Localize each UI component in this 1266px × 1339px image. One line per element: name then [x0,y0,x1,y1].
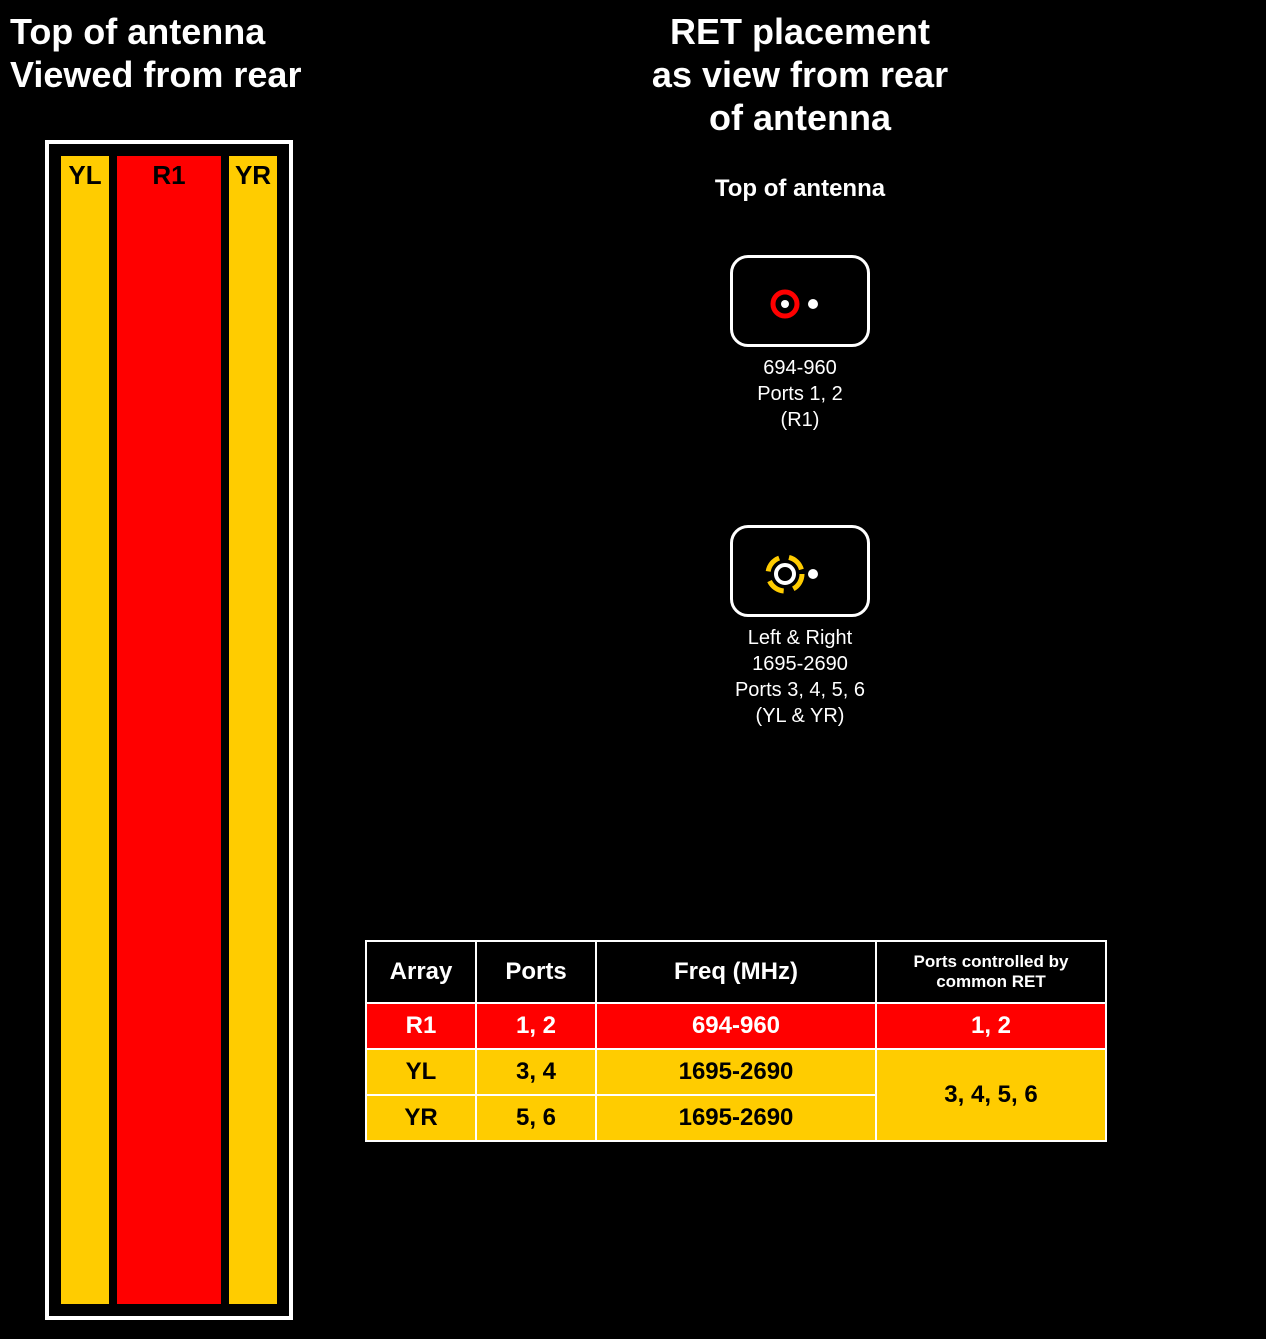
cell-ret: 1, 2 [876,1003,1106,1049]
ret2-line3: Ports 3, 4, 5, 6 [650,677,950,703]
table-row: YL 3, 4 1695-2690 3, 4, 5, 6 [366,1049,1106,1095]
right-title-line1: RET placement [550,10,1050,53]
right-subtitle: Top of antenna [550,175,1050,203]
th-ret: Ports controlled by common RET [876,941,1106,1003]
antenna-rear-view: YL R1 YR [45,140,293,1320]
ret2-line1: Left & Right [650,625,950,651]
spec-table: Array Ports Freq (MHz) Ports controlled … [365,940,1107,1142]
cell-freq: 1695-2690 [596,1049,876,1095]
ret1-line2: Ports 1, 2 [650,381,950,407]
cell-ret-merged: 3, 4, 5, 6 [876,1049,1106,1141]
ret1-line1: 694-960 [650,355,950,381]
th-ports: Ports [476,941,596,1003]
ret1-line3: (R1) [650,407,950,433]
cell-ports: 1, 2 [476,1003,596,1049]
ret-module-2 [730,525,870,617]
ret2-line4: (YL & YR) [650,703,950,729]
cell-ports: 3, 4 [476,1049,596,1095]
ret-caption-1: 694-960 Ports 1, 2 (R1) [650,355,950,433]
ret-caption-2: Left & Right 1695-2690 Ports 3, 4, 5, 6 … [650,625,950,729]
left-title-line2: Viewed from rear [10,53,301,96]
right-title-line2: as view from rear [550,53,1050,96]
cell-array: R1 [366,1003,476,1049]
th-array: Array [366,941,476,1003]
antenna-column-yr: YR [229,156,277,1304]
antenna-column-r1: R1 [117,156,221,1304]
cell-ports: 5, 6 [476,1095,596,1141]
th-freq: Freq (MHz) [596,941,876,1003]
right-title-line3: of antenna [550,96,1050,139]
table-row: R1 1, 2 694-960 1, 2 [366,1003,1106,1049]
antenna-label-r1: R1 [117,160,221,191]
cell-freq: 1695-2690 [596,1095,876,1141]
antenna-column-yl: YL [61,156,109,1304]
left-title-line1: Top of antenna [10,10,301,53]
ret-module-1 [730,255,870,347]
ret2-line2: 1695-2690 [650,651,950,677]
table-header-row: Array Ports Freq (MHz) Ports controlled … [366,941,1106,1003]
cell-array: YR [366,1095,476,1141]
antenna-label-yr: YR [229,160,277,191]
ret-module-1-icon [733,258,867,344]
antenna-label-yl: YL [61,160,109,191]
right-title: RET placement as view from rear of anten… [550,10,1050,140]
ret-module-2-icon [733,528,867,614]
left-title: Top of antenna Viewed from rear [10,10,301,96]
cell-array: YL [366,1049,476,1095]
cell-freq: 694-960 [596,1003,876,1049]
